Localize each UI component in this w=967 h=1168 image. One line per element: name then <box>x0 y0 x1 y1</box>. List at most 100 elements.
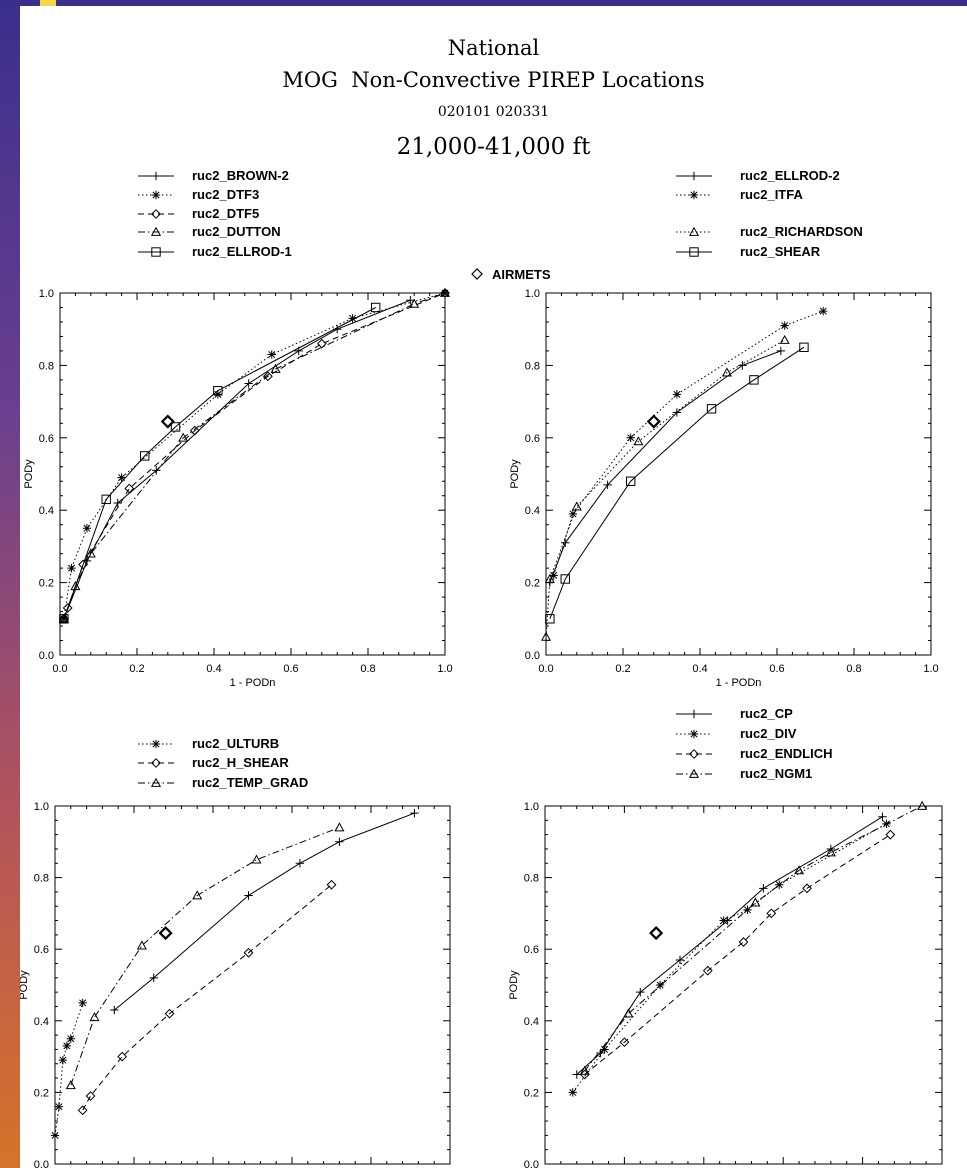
data-point <box>545 614 555 624</box>
x-tick-label: 0.0 <box>52 663 67 675</box>
airmet-legend-diamond-icon <box>471 268 483 280</box>
y-axis-label: PODy <box>509 459 521 489</box>
data-point <box>544 573 555 583</box>
legend-label: ruc2_ENDLICH <box>740 746 832 761</box>
legend-entry: ruc2_ENDLICH <box>676 746 832 761</box>
airmet-legend-label: AIRMETS <box>492 267 551 282</box>
series-line <box>63 307 376 619</box>
x-axis-label: 1 - PODn <box>716 677 762 689</box>
legend-star-icon <box>689 729 699 739</box>
data-point <box>348 314 357 323</box>
legend-label: ruc2_ELLROD-2 <box>740 168 840 183</box>
data-point <box>66 1034 75 1043</box>
data-point <box>579 1065 590 1075</box>
data-point <box>706 404 717 414</box>
data-point <box>776 346 786 356</box>
series-line <box>70 827 340 1086</box>
y-tick-label: 1.0 <box>525 288 540 300</box>
data-point <box>568 1088 577 1097</box>
airmet-point <box>158 926 173 941</box>
series-ruc2_endlich <box>579 829 896 1080</box>
data-point <box>117 1051 128 1062</box>
y-tick-label: 0.4 <box>525 505 540 517</box>
legend-star-icon <box>689 190 699 200</box>
legend-square-icon <box>689 247 699 257</box>
data-point <box>672 390 682 399</box>
data-point <box>262 371 273 382</box>
title-line-3: 020101 020331 <box>437 104 550 120</box>
legend-diamond-icon <box>151 758 161 768</box>
data-point <box>917 800 928 810</box>
legend-label: ruc2_ULTURB <box>192 736 279 751</box>
y-tick-label: 0.8 <box>34 873 49 885</box>
chart-1-legend: ruc2_BROWN-2 ruc2_DTF3 ruc2_DTF5 ruc2_DUTTO… <box>138 168 292 259</box>
data-point <box>164 1008 175 1019</box>
slide-top-strip <box>0 0 967 6</box>
series-ruc2_ngm1 <box>579 800 928 1075</box>
data-point <box>738 937 749 947</box>
data-point <box>70 580 81 591</box>
data-point <box>802 883 812 894</box>
legend-label: ruc2_TEMP_GRAD <box>192 775 308 790</box>
legend-label: ruc2_CP <box>740 706 793 721</box>
data-point <box>702 965 713 976</box>
data-point <box>334 822 345 832</box>
x-tick-label: 0.0 <box>538 663 553 675</box>
data-point <box>672 408 682 417</box>
legend-label: ruc2_RICHARDSON <box>740 224 863 239</box>
legend-label: ruc2_NGM1 <box>740 766 812 781</box>
data-point <box>878 812 887 821</box>
y-tick-label: 0.0 <box>34 1159 49 1168</box>
legend-label: ruc2_ITFA <box>740 187 803 202</box>
title-line-1: National <box>447 36 540 60</box>
data-point <box>113 498 122 508</box>
y-tick-label: 0.4 <box>524 1016 539 1028</box>
data-point <box>633 436 644 446</box>
data-point <box>85 1091 96 1101</box>
legend-entry: ruc2_DUTTON <box>138 224 281 239</box>
series-line <box>63 292 446 619</box>
series-line <box>584 805 923 1072</box>
legend-label: ruc2_BROWN-2 <box>192 168 289 183</box>
series-ruc2_shear <box>545 342 809 624</box>
y-tick-label: 1.0 <box>39 288 54 300</box>
legend-entry: ruc2_CP <box>676 706 793 721</box>
x-tick-label: 1.0 <box>923 663 938 675</box>
data-point <box>62 1041 72 1051</box>
chart-4-frame <box>544 805 943 1165</box>
y-tick-label: 0.8 <box>525 360 540 372</box>
y-tick-label: 0.8 <box>524 873 539 885</box>
legend-entry: ruc2_ELLROD-1 <box>138 244 292 259</box>
chart-3-legend: ruc2_ULTURB ruc2_H_SHEAR ruc2_TEMP_GRAD <box>138 736 308 790</box>
series-ruc2_ulturb <box>50 998 87 1140</box>
y-tick-label: 0.4 <box>39 505 54 517</box>
series-line <box>572 823 887 1093</box>
legend-square-icon <box>151 247 161 257</box>
data-point <box>267 350 276 359</box>
x-tick-label: 0.4 <box>206 663 221 675</box>
legend-entry: ruc2_ELLROD-2 <box>676 168 840 183</box>
data-point <box>110 1005 119 1015</box>
chart-3-frame <box>54 805 451 1165</box>
data-point <box>136 940 147 950</box>
data-point <box>603 480 612 490</box>
data-point <box>799 342 809 353</box>
data-point <box>189 425 200 436</box>
chart-4: 0.00.20.40.60.81.00.00.20.40.60.81.01 - … <box>508 800 943 1168</box>
data-point <box>117 473 126 482</box>
data-point <box>371 302 381 313</box>
y-tick-label: 0.2 <box>34 1087 49 1099</box>
data-point <box>626 476 636 486</box>
data-point <box>780 321 789 330</box>
data-point <box>623 1008 634 1018</box>
airmet-point <box>646 414 661 429</box>
legend-entry: ruc2_ULTURB <box>138 736 279 751</box>
data-point <box>58 613 69 623</box>
legend-plus-icon <box>151 171 161 181</box>
y-tick-label: 0.0 <box>525 650 540 662</box>
legend-diamond-icon <box>689 749 699 759</box>
data-point <box>775 880 784 889</box>
figure-frame: National MOG Non-Convective PIREP Locati… <box>20 6 967 1168</box>
data-point <box>885 829 896 840</box>
legend-entry: ruc2_NGM1 <box>676 766 812 781</box>
